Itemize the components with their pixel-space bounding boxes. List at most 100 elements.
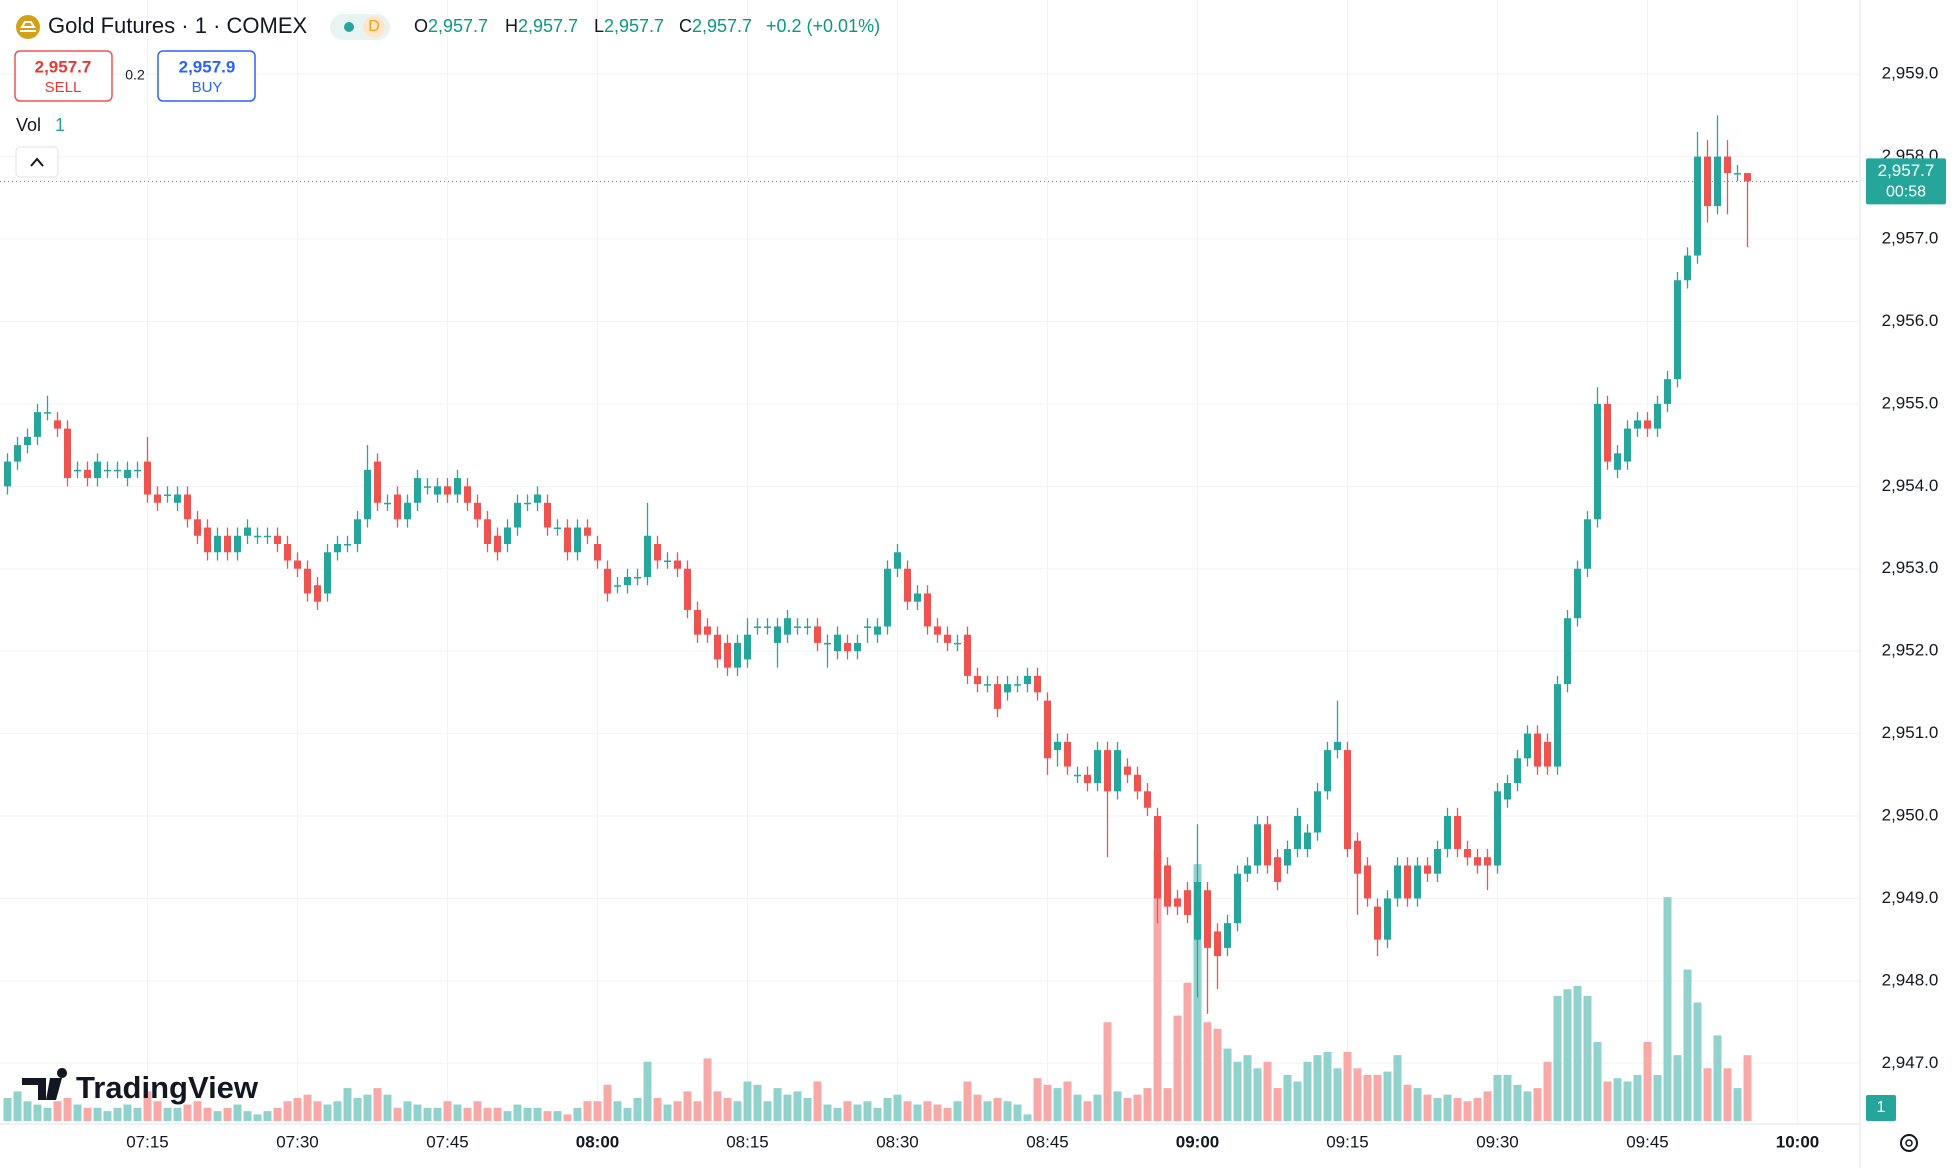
volume-bar (1523, 1091, 1532, 1121)
candle-body (874, 626, 881, 635)
collapse-button[interactable] (15, 146, 59, 178)
volume-bar (1463, 1101, 1472, 1121)
sell-button[interactable] (14, 50, 113, 102)
volume-bar (503, 1111, 512, 1121)
volume-bar (603, 1084, 612, 1121)
x-tick-label: 07:30 (276, 1132, 319, 1151)
buy-button[interactable] (157, 50, 256, 102)
candle-body (224, 535, 231, 553)
candle-body (894, 552, 901, 569)
volume-bar (1613, 1078, 1622, 1121)
ohlc-value: 2,957.7 (692, 16, 752, 36)
volume-bar (643, 1061, 652, 1121)
candle-body (1374, 906, 1381, 940)
candle-body (1064, 741, 1071, 767)
x-tick-label: 08:15 (726, 1132, 769, 1151)
volume-bar (1183, 982, 1192, 1121)
delay-badge: D (368, 18, 380, 35)
candle-body (734, 642, 741, 668)
volume-bar (1543, 1061, 1552, 1121)
candle-body (984, 684, 991, 686)
candle-body (1424, 865, 1431, 874)
candle-body (1444, 816, 1451, 849)
volume-bar (1103, 1022, 1112, 1121)
candle-body (144, 461, 151, 495)
volume-bar (853, 1104, 862, 1121)
candle-body (704, 626, 711, 635)
candle-body (234, 535, 241, 553)
volume-bar (203, 1107, 212, 1121)
candle-body (1074, 774, 1081, 777)
candle-body (254, 535, 261, 538)
candle-body (884, 568, 891, 627)
volume-bar (1243, 1055, 1252, 1121)
price-tag-price: 2,957.7 (1878, 161, 1935, 180)
ohlc-value: 2,957.7 (518, 16, 578, 36)
ohlc-item: O2,957.7 (414, 16, 488, 36)
volume-bar (823, 1104, 832, 1121)
y-tick-label: 2,954.0 (1882, 476, 1939, 495)
volume-bar (773, 1088, 782, 1121)
candle-body (1704, 156, 1711, 207)
volume-bar (1393, 1055, 1402, 1121)
volume-bar (1433, 1097, 1442, 1121)
volume-bar (113, 1107, 122, 1121)
volume-bar (1383, 1071, 1392, 1121)
candle-body (1264, 824, 1271, 866)
candle-body (264, 535, 271, 538)
settings-icon-center (1905, 1139, 1913, 1147)
volume-bar (553, 1111, 562, 1121)
volume-bar (1003, 1101, 1012, 1121)
volume-bar (473, 1101, 482, 1121)
volume-bar (1083, 1101, 1092, 1121)
volume-bar (1733, 1088, 1742, 1121)
candle-body (1434, 848, 1441, 874)
volume-bar (1673, 1055, 1682, 1121)
volume-bar (1643, 1041, 1652, 1121)
candle-body (794, 626, 801, 628)
candle-body (964, 634, 971, 676)
watermark-logo (22, 1068, 68, 1100)
volume-bar (1423, 1094, 1432, 1121)
candle-body (1654, 403, 1661, 429)
candle-body (1454, 816, 1461, 849)
volume-bar (53, 1101, 62, 1121)
volume-bar (1533, 1088, 1542, 1121)
candle-layer (0, 115, 1860, 1014)
candle-body (494, 535, 501, 553)
candle-body (54, 420, 61, 429)
volume-bar (703, 1058, 712, 1121)
candle-body (1084, 774, 1091, 784)
volume-bar (153, 1101, 162, 1121)
volume-bar (1633, 1074, 1642, 1121)
symbol-title[interactable]: Gold Futures · 1 · COMEX (48, 13, 308, 38)
volume-bar (1683, 969, 1692, 1121)
candle-body (1234, 873, 1241, 924)
candle-body (514, 502, 521, 528)
candle-body (404, 502, 411, 520)
candle-body (1294, 816, 1301, 849)
volume-bar (253, 1114, 262, 1121)
volume-bar (483, 1107, 492, 1121)
volume-bar (883, 1097, 892, 1121)
candle-body (1634, 420, 1641, 429)
volume-tag-value: 1 (1877, 1099, 1886, 1116)
candle-body (1244, 865, 1251, 874)
candle-body (1664, 379, 1671, 404)
candle-body (124, 469, 131, 479)
volume-tag (1866, 1095, 1896, 1121)
candle-body (1554, 684, 1561, 767)
volume-bar (1063, 1081, 1072, 1121)
candle-body (1014, 684, 1021, 686)
candle-body (464, 486, 471, 503)
volume-bar (73, 1104, 82, 1121)
settings-icon[interactable] (1900, 1134, 1918, 1152)
volume-bar (1343, 1051, 1352, 1121)
x-tick-label: 09:30 (1476, 1132, 1519, 1151)
y-tick-label: 2,956.0 (1882, 311, 1939, 330)
volume-bar (953, 1101, 962, 1121)
volume-bar (593, 1101, 602, 1121)
volume-bar (1503, 1074, 1512, 1121)
volume-bar (23, 1101, 32, 1121)
